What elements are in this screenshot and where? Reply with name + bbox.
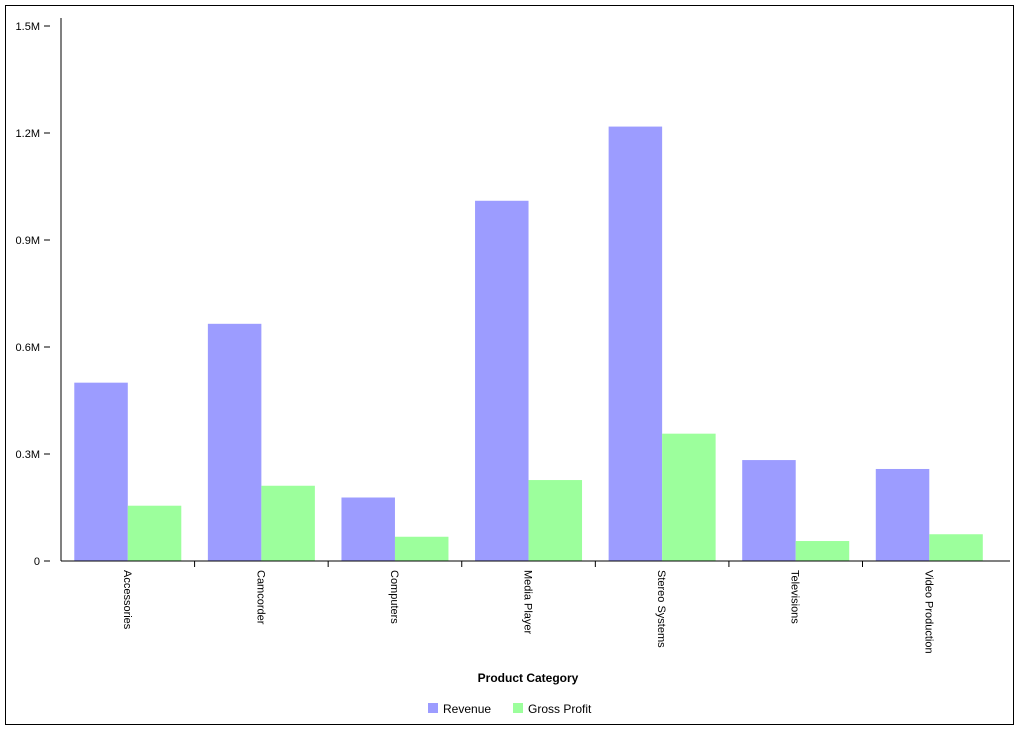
- gross-profit-bar: [394, 536, 449, 561]
- legend-swatch-gross-profit: [513, 703, 523, 713]
- y-tick-label: 1.5M: [16, 21, 40, 33]
- legend-swatch-revenue: [428, 703, 438, 713]
- y-tick-label: 1.2M: [16, 128, 40, 140]
- revenue-bar: [742, 460, 796, 561]
- x-tick-label: Televisions: [789, 570, 801, 624]
- revenue-bar: [74, 382, 128, 561]
- y-axis-ticks: 0 0.3M 0.6M 0.9M 1.2M 1.5M: [16, 21, 50, 568]
- x-tick-label: Media Player: [522, 570, 534, 635]
- x-axis-title: Product Category: [478, 671, 579, 685]
- y-tick-label: 0: [34, 556, 40, 568]
- revenue-bar: [341, 497, 395, 561]
- gross-profit-bar: [528, 480, 583, 561]
- x-axis-ticks: Accessories Camcorder Computers Media Playe…: [121, 561, 934, 654]
- gross-profit-bar: [662, 433, 716, 561]
- x-tick-label: Video Production: [922, 570, 934, 654]
- y-tick-label: 0.9M: [16, 235, 40, 247]
- legend-label-gross-profit: Gross Profit: [528, 702, 592, 716]
- gross-profit-bar: [127, 505, 182, 561]
- x-tick-label: Computers: [388, 570, 400, 624]
- gross-profit-bar: [929, 534, 983, 561]
- revenue-bar: [207, 323, 262, 561]
- bars-group: [74, 126, 983, 561]
- legend: Revenue Gross Profit: [428, 702, 592, 716]
- x-tick-label: Accessories: [121, 570, 133, 630]
- legend-label-revenue: Revenue: [443, 702, 491, 716]
- revenue-bar: [475, 200, 529, 561]
- y-tick-label: 0.6M: [16, 342, 40, 354]
- gross-profit-bar: [261, 485, 315, 561]
- x-tick-label: Camcorder: [254, 570, 266, 625]
- x-tick-label: Stereo Systems: [655, 570, 667, 648]
- axes-group: [60, 18, 1010, 562]
- revenue-bar: [608, 126, 663, 561]
- revenue-bar: [875, 468, 930, 561]
- gross-profit-bar: [795, 541, 850, 561]
- y-tick-label: 0.3M: [16, 449, 40, 461]
